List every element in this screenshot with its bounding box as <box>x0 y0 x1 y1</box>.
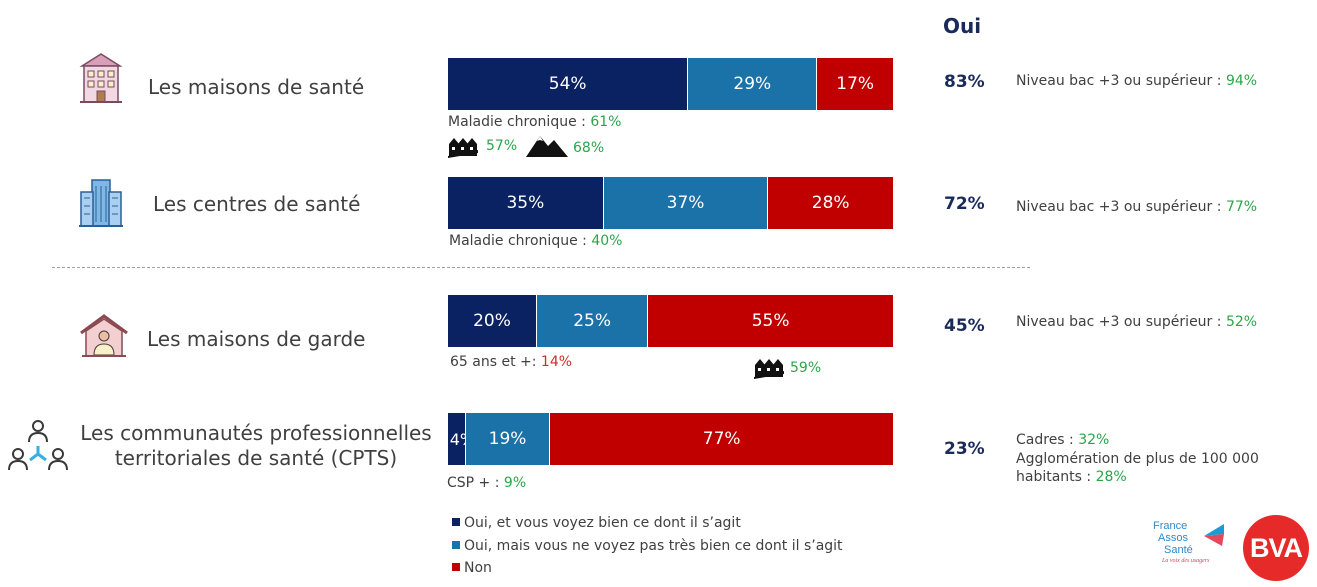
bar-row-3: 20% 25% 55% <box>448 295 893 347</box>
oui-total-row-3: 45% <box>944 316 985 336</box>
segment-label: 55% <box>751 311 790 331</box>
segment-label: 54% <box>548 74 587 94</box>
note-value: 28% <box>1095 469 1127 485</box>
note-value: 94% <box>1225 73 1258 89</box>
town-houses-icon <box>754 359 784 379</box>
building-house-icon <box>79 53 123 103</box>
right-note-row-4-c: habitants : 28% <box>1016 469 1127 485</box>
segment-non: 17% <box>817 58 893 110</box>
note-prefix: habitants : <box>1016 469 1096 485</box>
note-prefix: Niveau bac +3 ou supérieur : <box>1016 199 1226 215</box>
bar-row-4: 4% 19% 77% <box>448 413 893 465</box>
house-doctor-icon <box>80 314 128 357</box>
segment-label: 29% <box>733 74 772 94</box>
segment-non: 28% <box>768 177 893 229</box>
segment-oui-bien: 35% <box>448 177 604 229</box>
legend-swatch <box>452 541 460 549</box>
segment-non: 55% <box>648 295 893 347</box>
oui-total-row-2: 72% <box>944 194 985 214</box>
bva-logo-text: BVA <box>1249 532 1303 563</box>
town-houses-icon <box>448 138 478 158</box>
note-value: 14% <box>540 354 573 370</box>
oui-total-row-1: 83% <box>944 72 985 92</box>
segment-label: 35% <box>506 193 545 213</box>
segment-label: 17% <box>836 74 875 94</box>
note-prefix: Agglomération de plus de 100 000 <box>1016 451 1259 467</box>
note-row-3-age: 65 ans et +: 14% <box>450 354 572 370</box>
note-value: 9% <box>503 475 527 491</box>
row-label-cpts: Les communautés professionnelles territo… <box>80 421 432 471</box>
right-note-row-1: Niveau bac +3 ou supérieur : 94% <box>1016 73 1257 89</box>
note-prefix: Niveau bac +3 ou supérieur : <box>1016 314 1226 330</box>
note-row-1-town-value: 57% <box>486 138 518 154</box>
legend-label: Oui, et vous voyez bien ce dont il s’agi… <box>464 515 741 531</box>
note-value: 77% <box>1225 199 1258 215</box>
bar-row-1: 54% 29% 17% <box>448 58 893 110</box>
section-divider <box>52 267 1030 268</box>
segment-label: 77% <box>702 429 741 449</box>
segment-label: 25% <box>573 311 612 331</box>
logo-mark-icon <box>1204 524 1224 546</box>
note-prefix: Niveau bac +3 ou supérieur : <box>1016 73 1226 89</box>
right-note-row-4-b: Agglomération de plus de 100 000 <box>1016 451 1259 467</box>
note-value: 61% <box>590 114 622 130</box>
logo-line2: Assos <box>1158 532 1188 544</box>
segment-oui-pas-bien: 37% <box>603 177 769 229</box>
segment-oui-pas-bien: 25% <box>537 295 649 347</box>
office-tower-icon <box>79 179 123 227</box>
legend-swatch <box>452 563 460 571</box>
legend-swatch <box>452 518 460 526</box>
note-row-3-town-value: 59% <box>790 360 822 376</box>
note-row-4-csp: CSP + : 9% <box>447 475 526 491</box>
right-note-row-2: Niveau bac +3 ou supérieur : 77% <box>1016 199 1257 215</box>
france-assos-sante-logo: France Assos Santé La voix des usagers <box>1148 518 1228 576</box>
right-note-row-3: Niveau bac +3 ou supérieur : 52% <box>1016 314 1257 330</box>
right-note-row-4-a: Cadres : 32% <box>1016 432 1109 448</box>
note-prefix: CSP + : <box>447 475 504 491</box>
oui-total-row-4: 23% <box>944 439 985 459</box>
segment-label: 20% <box>473 311 511 331</box>
legend-item-3: Non <box>452 560 492 576</box>
network-people-icon <box>8 420 68 471</box>
bva-logo: BVA <box>1243 515 1309 581</box>
segment-oui-bien: 54% <box>448 58 689 110</box>
row-label-maisons-garde: Les maisons de garde <box>147 327 366 351</box>
oui-column-header: Oui <box>943 14 982 38</box>
note-prefix: Maladie chronique : <box>449 233 592 249</box>
note-value: 32% <box>1078 432 1110 448</box>
note-prefix: Cadres : <box>1016 432 1079 448</box>
logo-line1: France <box>1153 520 1188 532</box>
row-label-centres-sante: Les centres de santé <box>153 192 361 216</box>
note-row-1-chronic: Maladie chronique : 61% <box>448 114 621 130</box>
segment-non: 77% <box>550 413 893 465</box>
row-label-cpts-line1: Les communautés professionnelles <box>80 421 432 445</box>
row-label-maisons-sante: Les maisons de santé <box>148 75 365 99</box>
row-label-cpts-line2: territoriales de santé (CPTS) <box>114 446 398 470</box>
note-prefix: Maladie chronique : <box>448 114 591 130</box>
segment-label: 19% <box>488 429 527 449</box>
bar-row-2: 35% 37% 28% <box>448 177 893 229</box>
note-value: 52% <box>1225 314 1258 330</box>
segment-label: 37% <box>666 193 705 213</box>
segment-oui-bien: 4% <box>448 413 475 465</box>
note-row-1-mountain-value: 68% <box>573 140 605 156</box>
note-value: 40% <box>591 233 623 249</box>
note-prefix: 65 ans et +: <box>450 354 541 370</box>
logo-tagline: La voix des usagers <box>1162 558 1210 564</box>
segment-oui-pas-bien: 19% <box>465 413 551 465</box>
legend-label: Oui, mais vous ne voyez pas très bien ce… <box>464 538 843 554</box>
segment-oui-bien: 20% <box>448 295 537 347</box>
logo-line3: Santé <box>1164 544 1193 556</box>
legend-label: Non <box>464 560 492 576</box>
segment-label: 28% <box>811 193 850 213</box>
mountains-icon <box>526 136 568 157</box>
legend-item-1: Oui, et vous voyez bien ce dont il s’agi… <box>452 515 741 531</box>
note-row-2-chronic: Maladie chronique : 40% <box>449 233 622 249</box>
legend-item-2: Oui, mais vous ne voyez pas très bien ce… <box>452 538 843 554</box>
segment-oui-pas-bien: 29% <box>688 58 818 110</box>
